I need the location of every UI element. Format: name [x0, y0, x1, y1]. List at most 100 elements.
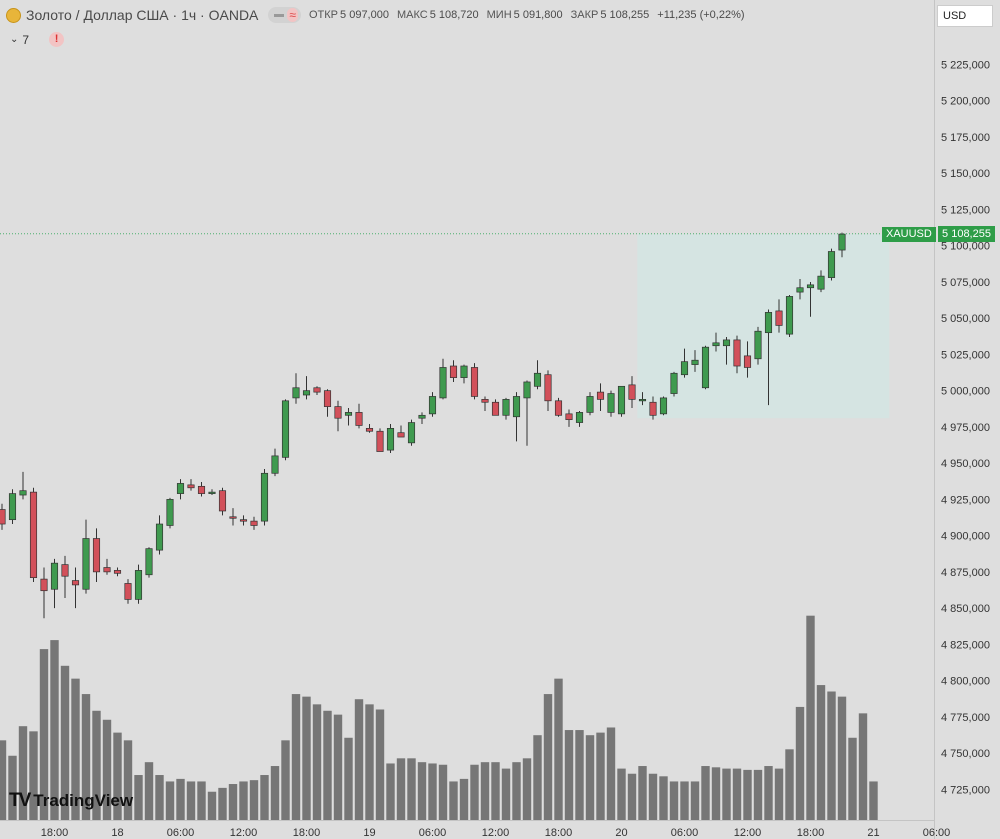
candle-body: [449, 365, 458, 378]
price-tick-label: 4 925,000: [941, 494, 990, 506]
volume-bar: [71, 678, 80, 820]
volume-bar: [165, 781, 175, 820]
volume-bar: [533, 735, 542, 820]
indicators-row[interactable]: ⌄ 7 !: [10, 32, 65, 47]
brand-word: TradingView: [33, 791, 134, 810]
candle: [166, 497, 174, 529]
candle: [50, 558, 59, 609]
candle-body: [680, 361, 689, 376]
candle: [764, 309, 773, 406]
candle: [827, 248, 836, 281]
candle: [785, 294, 794, 338]
volume-bar: [764, 766, 773, 820]
volume-bar: [543, 694, 553, 820]
candle: [649, 396, 657, 420]
candle: [754, 326, 762, 365]
candle-body: [166, 499, 174, 526]
price-tick-label: 5 125,000: [941, 204, 990, 216]
volume-bar: [197, 781, 206, 820]
candle-body: [397, 432, 405, 438]
tradingview-logo[interactable]: TV TradingView: [9, 790, 133, 812]
candle: [544, 370, 552, 411]
candle-body: [649, 401, 657, 416]
volume-bar: [690, 781, 700, 820]
candle: [806, 281, 815, 317]
volume-bar: [459, 778, 469, 820]
price-tick-label: 5 075,000: [941, 277, 990, 289]
candle-body: [271, 455, 279, 474]
tv-logo-icon: TV: [9, 790, 31, 811]
candle-body: [670, 372, 678, 394]
volume-bar: [785, 749, 794, 820]
warning-icon[interactable]: !: [49, 32, 65, 47]
time-tick-label: 12:00: [230, 827, 258, 839]
volume-bar: [617, 768, 626, 820]
candle: [638, 392, 647, 406]
candle-body: [817, 275, 825, 290]
volume-bar: [302, 696, 311, 820]
candle: [8, 489, 17, 525]
time-tick-label: 21: [867, 827, 879, 839]
candle-body: [733, 339, 741, 367]
time-tick-label: 06:00: [923, 827, 951, 839]
volume-bar: [354, 699, 364, 820]
candle: [512, 392, 521, 442]
volume-bar: [228, 784, 238, 820]
price-tick-label: 5 150,000: [941, 168, 990, 180]
candle: [82, 519, 90, 594]
candle-body: [533, 372, 542, 387]
candle: [449, 360, 458, 382]
volume-bar: [449, 781, 458, 820]
candle-body: [796, 287, 804, 293]
currency-button[interactable]: USD: [937, 5, 993, 27]
candle: [418, 412, 426, 425]
candle-body: [82, 538, 90, 590]
candle: [670, 371, 678, 397]
candle: [365, 424, 374, 433]
volume-bar: [365, 704, 374, 820]
time-tick-label: 20: [615, 827, 627, 839]
candle-body: [754, 330, 762, 360]
candle-body: [586, 396, 594, 413]
candle-body: [701, 346, 710, 389]
volume-bar: [470, 764, 479, 820]
candle: [176, 479, 185, 500]
candle: [533, 360, 542, 390]
indicators-count[interactable]: 7: [22, 32, 30, 47]
candle: [575, 410, 584, 427]
candle-body: [355, 412, 363, 426]
candle-body: [775, 310, 783, 326]
price-axis[interactable]: 5 225,000 5 200,000 5 175,000 5 150,000 5 12…: [941, 60, 990, 797]
time-axis[interactable]: 18:00 18 06:00 12:00 18:00 19 06:00 12:00 18:00 2…: [41, 827, 951, 839]
high-label: МАКС: [396, 9, 428, 21]
candle-body: [176, 483, 185, 494]
price-tick-label: 4 850,000: [941, 603, 990, 615]
price-tick-label: 5 100,000: [941, 241, 990, 253]
candle-body: [187, 484, 195, 489]
low-value: 5 091,800: [513, 9, 563, 21]
candle: [397, 425, 405, 438]
legend-toggle[interactable]: ≈: [268, 7, 301, 23]
candle-body: [502, 399, 510, 416]
volume-bar: [396, 758, 406, 820]
gold-coin-icon: [6, 7, 21, 23]
candle: [145, 547, 153, 578]
candle: [775, 299, 783, 333]
symbol-title[interactable]: Золото / Доллар США · 1ч · OANDA: [26, 7, 259, 23]
volume-bar: [858, 713, 868, 820]
volume-bar: [648, 773, 658, 820]
time-tick-label: 19: [363, 827, 375, 839]
candle-body: [386, 427, 395, 451]
volume-bar: [281, 740, 290, 820]
candle: [260, 468, 269, 526]
candle: [281, 399, 290, 461]
candle: [134, 564, 143, 604]
candle-body: [439, 367, 447, 399]
candle: [323, 389, 332, 417]
volume-bar: [753, 769, 763, 820]
candle-body: [229, 516, 237, 519]
symbol-legend: Золото / Доллар США · 1ч · OANDA ≈ ОТКР …: [6, 4, 745, 26]
open-value: 5 097,000: [340, 9, 389, 21]
chevron-down-icon[interactable]: ⌄: [10, 34, 19, 45]
